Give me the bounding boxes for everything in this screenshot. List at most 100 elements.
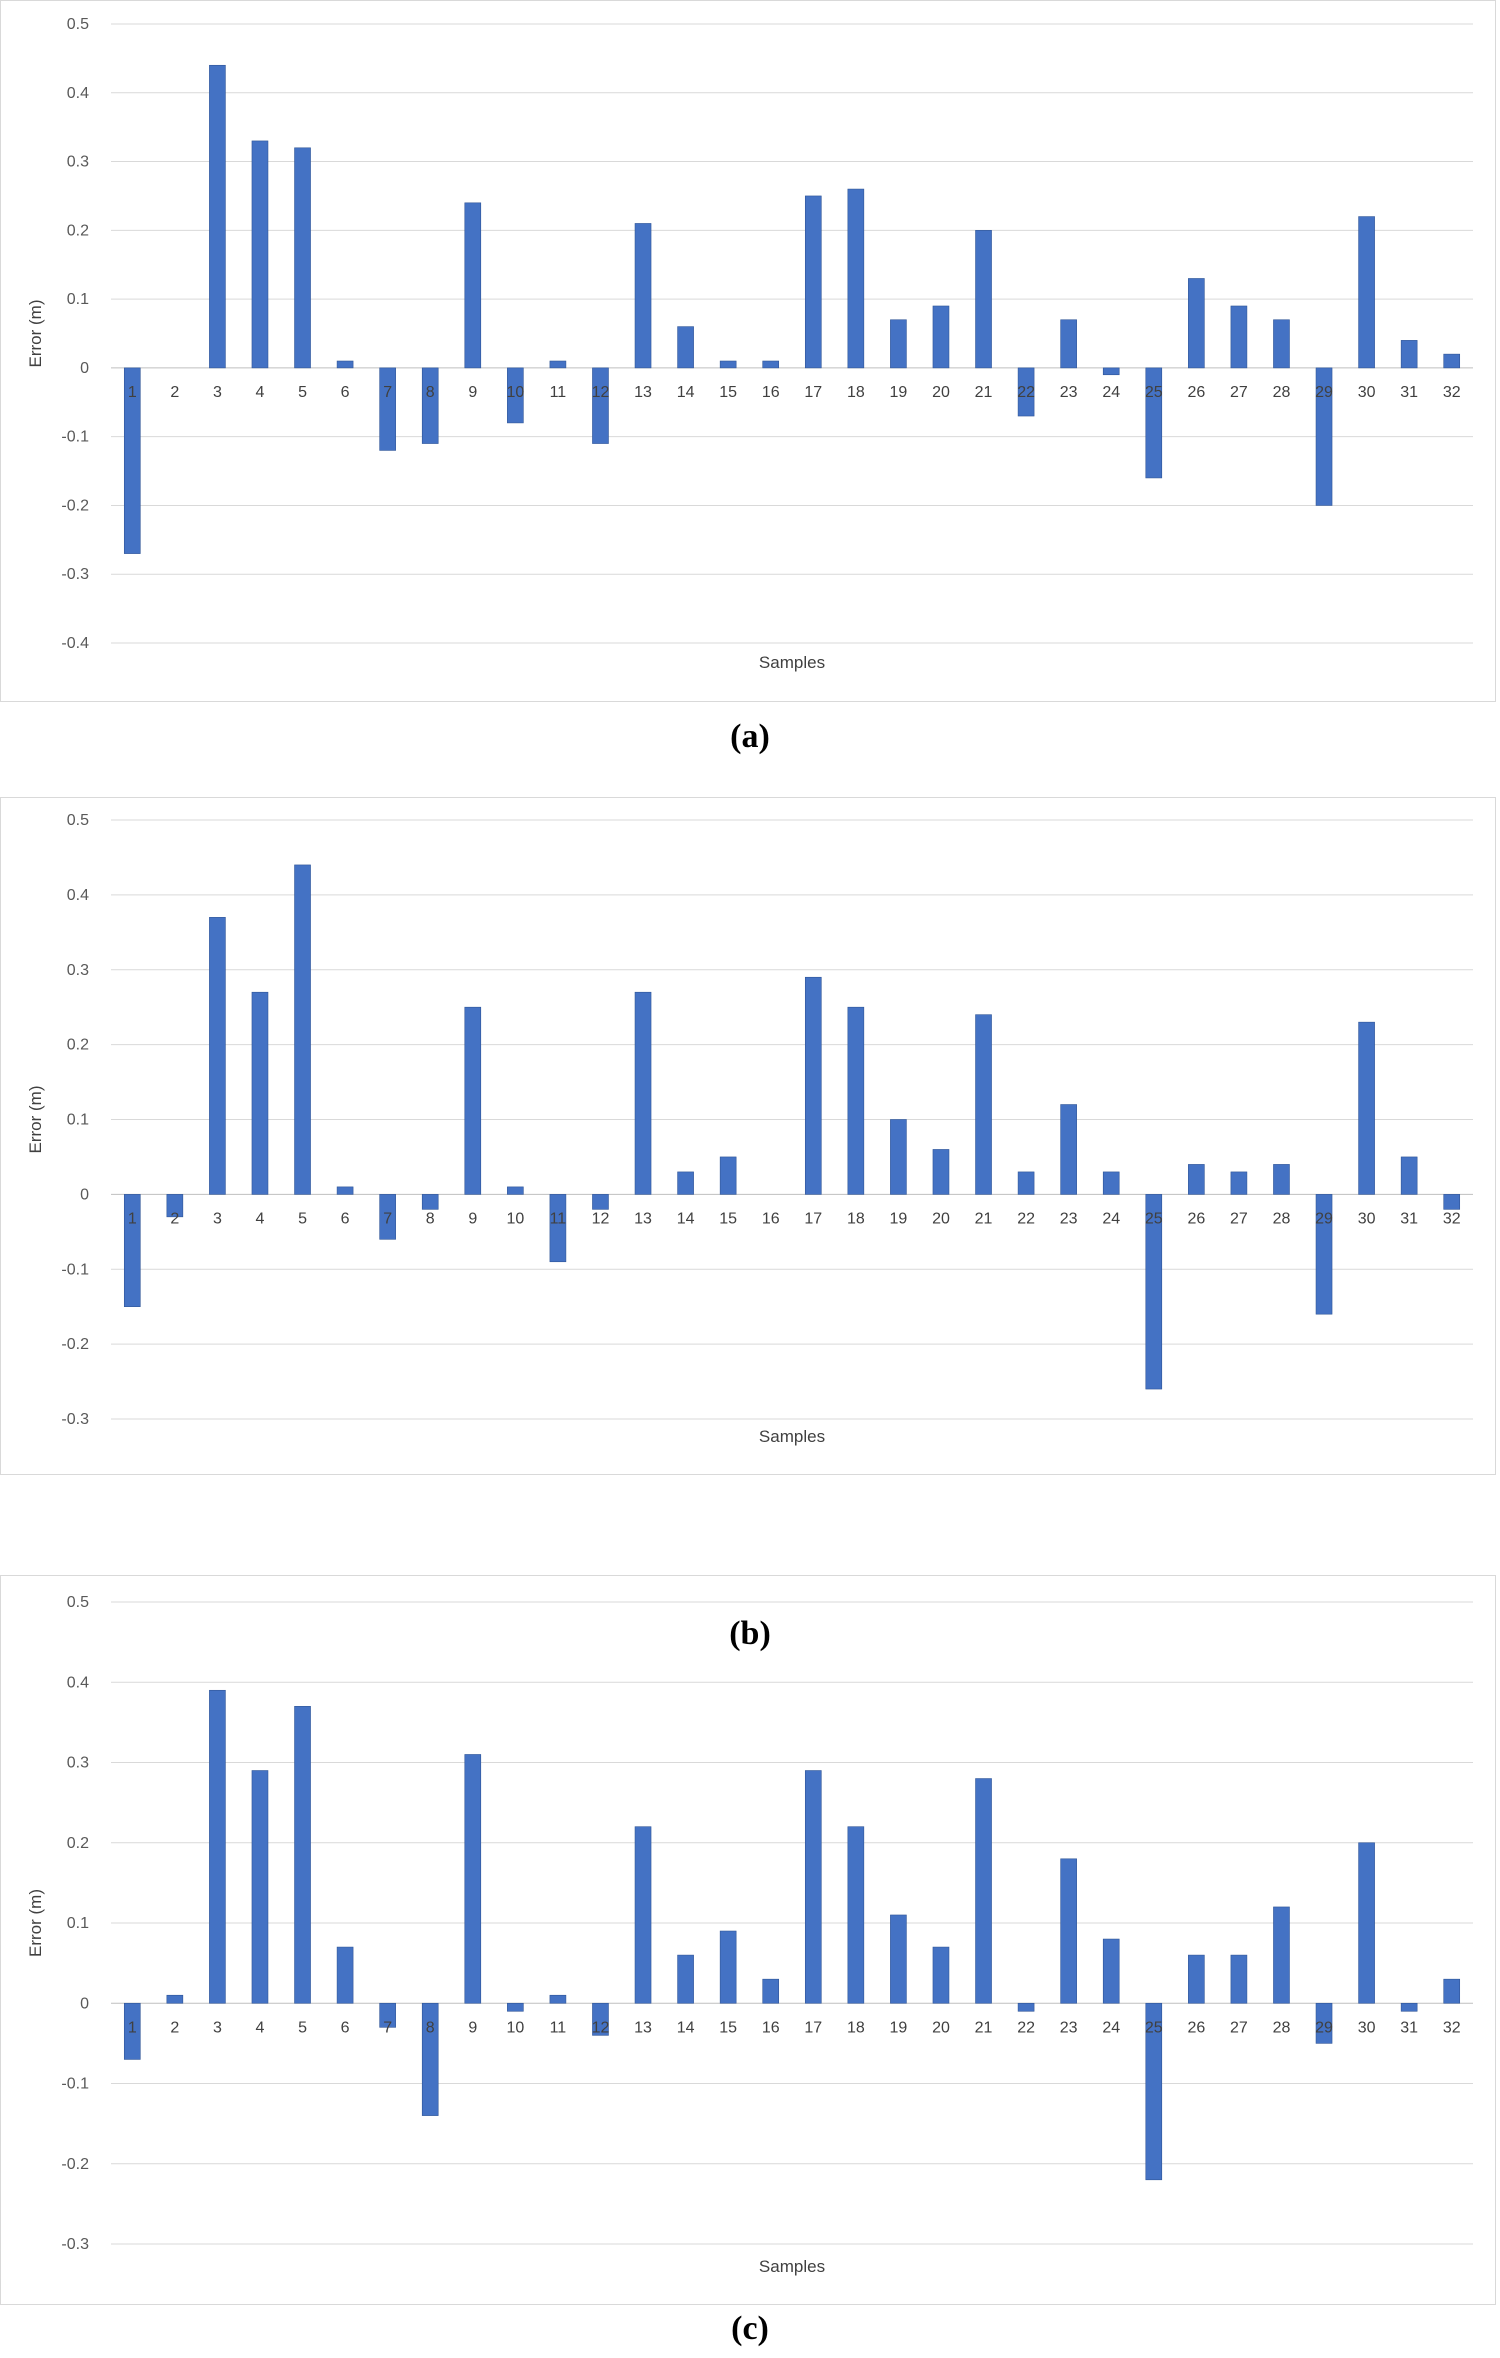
x-category-label: 26	[1187, 1210, 1205, 1227]
x-category-label: 8	[426, 1210, 435, 1227]
y-tick-label: 0.2	[67, 1835, 89, 1852]
x-category-label: 22	[1017, 2019, 1035, 2036]
x-category-label: 7	[383, 2019, 392, 2036]
x-category-label: 3	[213, 2019, 222, 2036]
caption-a: (a)	[730, 718, 770, 755]
bar-11	[549, 1994, 567, 2004]
bar-25	[1145, 2002, 1163, 2181]
x-category-label: 17	[804, 2019, 822, 2036]
bar-18	[847, 1006, 865, 1195]
y-tick-label: -0.1	[61, 429, 89, 446]
x-category-label: 10	[506, 2019, 524, 2036]
bar-16	[762, 1978, 780, 2004]
x-category-label: 27	[1230, 384, 1248, 401]
bar-7	[379, 2002, 396, 2028]
x-category-label: 28	[1273, 1210, 1291, 1227]
bar-12	[592, 367, 609, 444]
bar-4	[251, 1770, 269, 2004]
bar-21	[975, 1778, 992, 2004]
x-category-label: 29	[1315, 1210, 1333, 1227]
y-tick-label: -0.1	[61, 2076, 89, 2093]
chart-panel-b: 0.5 0.4 0.3 0.2 0.1 0 -0.1 -0.2 -0.3 1 2 3 4 5 6 7 8 9 10 1…	[0, 797, 1496, 1475]
x-category-label: 5	[298, 2019, 307, 2036]
x-category-label: 27	[1230, 2019, 1248, 2036]
bar-28	[1273, 319, 1290, 369]
bar-14	[677, 326, 694, 369]
x-category-label: 19	[890, 384, 908, 401]
y-axis-title: Error (m)	[26, 1889, 45, 1957]
y-tick-label: 0.3	[67, 1755, 89, 1772]
bar-28	[1273, 1906, 1290, 2004]
x-category-label: 4	[256, 1210, 265, 1227]
y-tick-label: -0.3	[61, 1411, 89, 1428]
x-category-label: 5	[298, 384, 307, 401]
y-tick-label: -0.3	[61, 566, 89, 583]
bar-23	[1060, 1104, 1077, 1195]
x-category-label: 14	[677, 384, 695, 401]
y-tick-label: 0.4	[67, 1674, 89, 1691]
bar-2	[166, 1194, 184, 1218]
bar-31	[1400, 340, 1418, 369]
caption-b: (b)	[729, 1615, 771, 1652]
y-tick-label: 0.1	[67, 1915, 89, 1932]
x-category-label: 6	[341, 2019, 350, 2036]
y-tick-label: 0	[80, 1186, 89, 1203]
bar-23	[1060, 1858, 1077, 2004]
x-category-label: 1	[128, 384, 137, 401]
x-category-label: 14	[677, 2019, 695, 2036]
x-category-label: 12	[592, 2019, 610, 2036]
bar-31	[1400, 2002, 1418, 2012]
x-category-label: 16	[762, 1210, 780, 1227]
bar-19	[890, 1914, 907, 2004]
x-category-label: 9	[468, 2019, 477, 2036]
bar-7	[379, 1194, 396, 1240]
bar-12	[592, 1194, 609, 1210]
x-category-label: 18	[847, 2019, 865, 2036]
x-category-label: 16	[762, 2019, 780, 2036]
x-category-label: 25	[1145, 2019, 1163, 2036]
bar-30	[1358, 216, 1375, 369]
x-category-label: 17	[804, 1210, 822, 1227]
x-category-label: 15	[719, 2019, 737, 2036]
bar-12	[592, 2002, 609, 2036]
y-tick-label: 0	[80, 1995, 89, 2012]
bar-10	[507, 367, 524, 424]
x-category-label: 3	[213, 384, 222, 401]
y-tick-label: 0.5	[67, 1594, 89, 1611]
bar-1	[123, 367, 141, 554]
bar-19	[890, 1119, 907, 1195]
x-category-label: 4	[256, 384, 265, 401]
bar-16	[762, 360, 780, 369]
bar-26	[1188, 278, 1205, 369]
x-category-label: 5	[298, 1210, 307, 1227]
bar-11	[549, 1194, 567, 1263]
y-tick-label: 0.2	[67, 222, 89, 239]
caption-c: (c)	[731, 2310, 769, 2347]
x-category-label: 7	[383, 1210, 392, 1227]
bar-26	[1188, 1164, 1205, 1195]
x-category-label: 25	[1145, 384, 1163, 401]
x-category-label: 31	[1400, 1210, 1418, 1227]
bar-1	[123, 2002, 141, 2060]
x-category-label: 20	[932, 384, 950, 401]
bar-9	[464, 1006, 482, 1195]
x-category-label: 1	[128, 2019, 137, 2036]
bar-21	[975, 1014, 992, 1195]
bar-17	[804, 976, 822, 1195]
bar-22	[1017, 2002, 1035, 2012]
chart-svg-c: 0.50.40.30.20.10-0.1-0.2-0.31 2 3 4 5 6 7 8 9 10 1…	[26, 1594, 1473, 2276]
bar-3	[209, 917, 226, 1195]
x-category-label: 23	[1060, 384, 1078, 401]
x-category-label: 23	[1060, 2019, 1078, 2036]
x-category-label: 30	[1358, 384, 1376, 401]
bar-24	[1102, 1171, 1120, 1195]
bar-15	[719, 360, 737, 369]
bar-5	[294, 1706, 311, 2004]
x-category-label: 12	[592, 1210, 610, 1227]
y-tick-label: -0.2	[61, 2156, 89, 2173]
bar-31	[1400, 1156, 1418, 1195]
y-axis-title: Error (m)	[26, 300, 45, 368]
x-category-label: 26	[1187, 384, 1205, 401]
x-category-label: 24	[1102, 1210, 1120, 1227]
bar-13	[634, 991, 652, 1195]
